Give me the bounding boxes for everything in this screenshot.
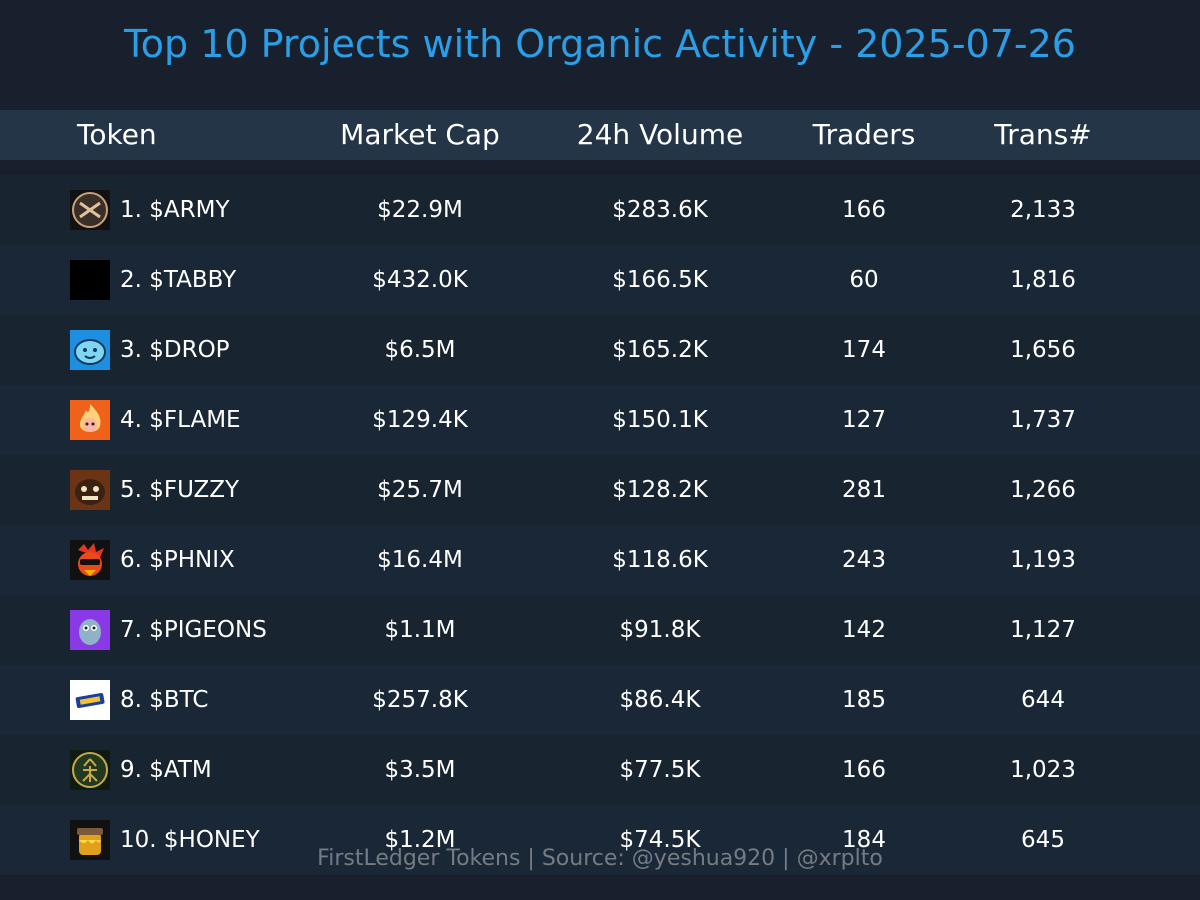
traders-cell: 142 bbox=[842, 617, 886, 643]
token-cell: 10. $HONEY bbox=[120, 827, 260, 853]
volume-cell: $283.6K bbox=[612, 197, 708, 223]
token-cell: 1. $ARMY bbox=[120, 197, 230, 223]
market-cap-cell: $1.1M bbox=[384, 617, 456, 643]
transactions-cell: 645 bbox=[1021, 827, 1065, 853]
table-row: 9. $ATM $3.5M $77.5K 166 1,023 bbox=[0, 735, 1200, 805]
traders-cell: 243 bbox=[842, 547, 886, 573]
volume-cell: $166.5K bbox=[612, 267, 708, 293]
volume-cell: $150.1K bbox=[612, 407, 708, 433]
market-cap-cell: $432.0K bbox=[372, 267, 468, 293]
token-cell: 5. $FUZZY bbox=[120, 477, 240, 503]
transactions-cell: 1,193 bbox=[1010, 547, 1076, 573]
btc-logo-icon bbox=[70, 680, 110, 720]
army-logo-icon bbox=[70, 190, 110, 230]
token-cell: 7. $PIGEONS bbox=[120, 617, 267, 643]
traders-cell: 184 bbox=[842, 827, 886, 853]
transactions-cell: 1,266 bbox=[1010, 477, 1076, 503]
transactions-cell: 1,127 bbox=[1010, 617, 1076, 643]
drop-logo-icon bbox=[70, 330, 110, 370]
market-cap-cell: $129.4K bbox=[372, 407, 468, 433]
transactions-cell: 2,133 bbox=[1010, 197, 1076, 223]
table-row: 10. $HONEY $1.2M $74.5K 184 645 bbox=[0, 805, 1200, 875]
column-header-volume: 24h Volume bbox=[576, 118, 744, 151]
fuzzy-logo-icon bbox=[70, 470, 110, 510]
market-cap-cell: $1.2M bbox=[384, 827, 456, 853]
token-cell: 8. $BTC bbox=[120, 687, 209, 713]
volume-cell: $74.5K bbox=[619, 827, 701, 853]
volume-cell: $165.2K bbox=[612, 337, 708, 363]
tabby-logo-icon bbox=[70, 260, 110, 300]
chart-title: Top 10 Projects with Organic Activity - … bbox=[124, 22, 1076, 66]
token-cell: 3. $DROP bbox=[120, 337, 230, 363]
token-cell: 4. $FLAME bbox=[120, 407, 241, 433]
market-cap-cell: $6.5M bbox=[384, 337, 456, 363]
traders-cell: 185 bbox=[842, 687, 886, 713]
flame-logo-icon bbox=[70, 400, 110, 440]
column-header-traders: Traders bbox=[812, 118, 916, 151]
traders-cell: 281 bbox=[842, 477, 886, 503]
column-header-transactions: Trans# bbox=[994, 118, 1092, 151]
market-cap-cell: $3.5M bbox=[384, 757, 456, 783]
transactions-cell: 1,023 bbox=[1010, 757, 1076, 783]
transactions-cell: 644 bbox=[1021, 687, 1065, 713]
volume-cell: $118.6K bbox=[612, 547, 708, 573]
token-cell: 6. $PHNIX bbox=[120, 547, 235, 573]
token-cell: 9. $ATM bbox=[120, 757, 212, 783]
volume-cell: $128.2K bbox=[612, 477, 708, 503]
traders-cell: 166 bbox=[842, 197, 886, 223]
table-row: 1. $ARMY $22.9M $283.6K 166 2,133 bbox=[0, 175, 1200, 245]
pigeons-logo-icon bbox=[70, 610, 110, 650]
market-cap-cell: $16.4M bbox=[377, 547, 463, 573]
phnix-logo-icon bbox=[70, 540, 110, 580]
traders-cell: 60 bbox=[849, 267, 879, 293]
source-footer: FirstLedger Tokens | Source: @yeshua920 … bbox=[317, 846, 883, 871]
column-header-market-cap: Market Cap bbox=[340, 118, 500, 151]
volume-cell: $91.8K bbox=[619, 617, 701, 643]
market-cap-cell: $25.7M bbox=[377, 477, 463, 503]
traders-cell: 127 bbox=[842, 407, 886, 433]
transactions-cell: 1,737 bbox=[1010, 407, 1076, 433]
table-header bbox=[0, 110, 1200, 160]
market-cap-cell: $257.8K bbox=[372, 687, 468, 713]
market-cap-cell: $22.9M bbox=[377, 197, 463, 223]
table-row: 2. $TABBY $432.0K $166.5K 60 1,816 bbox=[0, 245, 1200, 315]
volume-cell: $86.4K bbox=[619, 687, 701, 713]
token-cell: 2. $TABBY bbox=[120, 267, 237, 293]
traders-cell: 166 bbox=[842, 757, 886, 783]
table-row: 5. $FUZZY $25.7M $128.2K 281 1,266 bbox=[0, 455, 1200, 525]
table-row: 8. $BTC $257.8K $86.4K 185 644 bbox=[0, 665, 1200, 735]
honey-logo-icon bbox=[70, 820, 110, 860]
column-header-token: Token bbox=[77, 118, 157, 151]
table-row: 6. $PHNIX $16.4M $118.6K 243 1,193 bbox=[0, 525, 1200, 595]
table-row: 4. $FLAME $129.4K $150.1K 127 1,737 bbox=[0, 385, 1200, 455]
table-row: 7. $PIGEONS $1.1M $91.8K 142 1,127 bbox=[0, 595, 1200, 665]
transactions-cell: 1,816 bbox=[1010, 267, 1076, 293]
transactions-cell: 1,656 bbox=[1010, 337, 1076, 363]
atm-logo-icon bbox=[70, 750, 110, 790]
volume-cell: $77.5K bbox=[619, 757, 701, 783]
traders-cell: 174 bbox=[842, 337, 886, 363]
table-row: 3. $DROP $6.5M $165.2K 174 1,656 bbox=[0, 315, 1200, 385]
